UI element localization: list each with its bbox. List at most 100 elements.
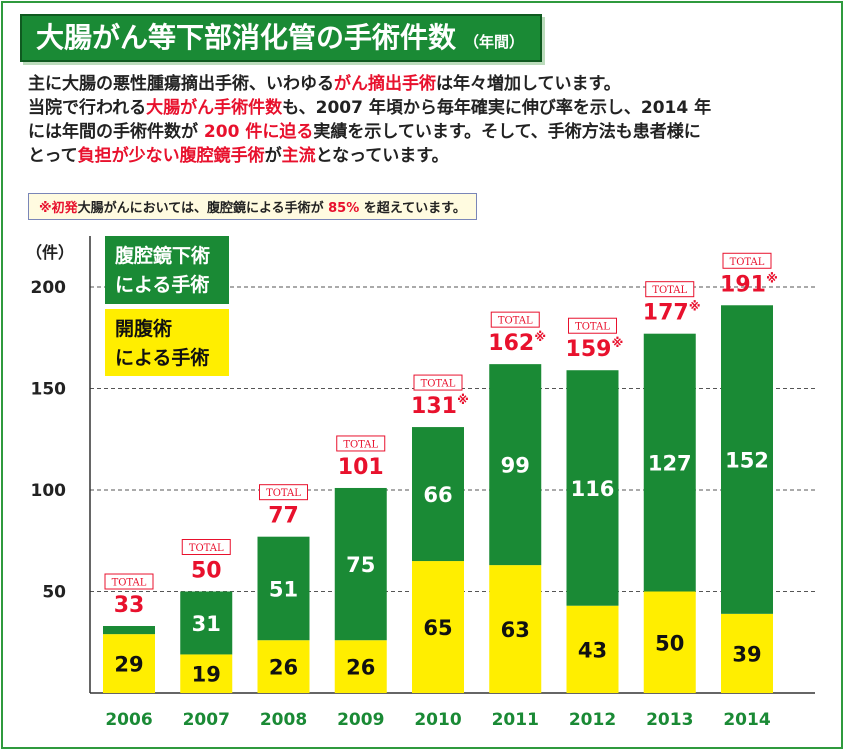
bar-laparoscopic-2012 bbox=[566, 370, 619, 606]
y-axis-label: （件） bbox=[26, 243, 74, 262]
legend-label: による手術 bbox=[115, 347, 210, 369]
total-value-label: 159 bbox=[566, 337, 612, 362]
open-value-label: 29 bbox=[114, 653, 143, 677]
x-tick-label: 2014 bbox=[723, 710, 770, 730]
legend-open-surgery: 開腹術 による手術 bbox=[105, 309, 229, 376]
note-highlight: ※初発 bbox=[39, 201, 78, 216]
intro-text-span: 当院で行われる bbox=[28, 98, 147, 118]
total-tag-box bbox=[645, 281, 695, 298]
total-value-label: 33 bbox=[114, 593, 145, 618]
open-value-label: 63 bbox=[501, 618, 530, 642]
intro-line-2: 当院で行われる大腸がん手術件数も、2007 年頃から毎年確実に伸び率を示し、20… bbox=[28, 96, 818, 120]
legend-label: 腹腔鏡下術 bbox=[115, 245, 211, 267]
intro-highlight: 200 件に迫る bbox=[203, 122, 314, 142]
total-tag-box bbox=[336, 435, 386, 452]
bar-open-2013 bbox=[643, 591, 696, 693]
bar-open-2010 bbox=[412, 561, 464, 693]
laparoscopic-value-label: 127 bbox=[648, 452, 692, 476]
bar-laparoscopic-2014 bbox=[721, 305, 773, 614]
x-tick-label: 2013 bbox=[646, 710, 693, 730]
intro-text-span: が bbox=[264, 146, 282, 166]
note-text: 大腸がんにおいては、腹腔鏡による手術が bbox=[77, 201, 329, 216]
total-note-mark: ※ bbox=[612, 336, 624, 350]
open-value-label: 50 bbox=[655, 631, 684, 655]
laparoscopic-value-label: 99 bbox=[501, 454, 530, 478]
total-tag-label: TOTAL bbox=[112, 578, 147, 589]
open-value-label: 19 bbox=[192, 663, 221, 687]
y-tick-label: 50 bbox=[42, 583, 66, 603]
total-value-label: 101 bbox=[338, 455, 384, 480]
total-note-mark: ※ bbox=[689, 300, 701, 314]
x-tick-label: 2010 bbox=[414, 710, 461, 730]
total-tag-label: TOTAL bbox=[421, 379, 456, 390]
y-tick-label: 150 bbox=[31, 380, 67, 400]
bar-open-2009 bbox=[334, 640, 387, 693]
open-value-label: 39 bbox=[732, 642, 761, 666]
total-tag-label: TOTAL bbox=[652, 285, 687, 296]
x-tick-label: 2006 bbox=[105, 710, 152, 730]
note-text: を超えています。 bbox=[359, 201, 466, 216]
intro-line-1: 主に大腸の悪性腫瘍摘出手術、いわゆるがん摘出手術は年々増加しています。 bbox=[28, 72, 818, 96]
total-tag-label: TOTAL bbox=[189, 543, 224, 554]
laparoscopic-value-label: 51 bbox=[269, 577, 298, 601]
bar-laparoscopic-2007 bbox=[180, 591, 233, 655]
bar-laparoscopic-2013 bbox=[643, 333, 696, 592]
intro-line-4: とって負担が少ない腹腔鏡手術が主流となっています。 bbox=[28, 144, 818, 168]
bar-laparoscopic-2006 bbox=[103, 626, 155, 635]
intro-highlight: 負担が少ない腹腔鏡手術 bbox=[77, 146, 265, 166]
total-tag-label: TOTAL bbox=[343, 439, 378, 450]
open-value-label: 65 bbox=[423, 616, 452, 640]
intro-text-span: は年々増加しています。 bbox=[436, 74, 621, 94]
total-tag-label: TOTAL bbox=[266, 488, 301, 499]
laparoscopic-value-label: 75 bbox=[346, 553, 375, 577]
page-title: 大腸がん等下部消化管の手術件数 （年間） bbox=[20, 14, 543, 62]
bar-open-2011 bbox=[489, 565, 542, 693]
x-tick-label: 2009 bbox=[337, 710, 384, 730]
bar-laparoscopic-2011 bbox=[489, 364, 542, 566]
open-value-label: 43 bbox=[578, 638, 607, 662]
laparoscopic-value-label: 31 bbox=[192, 612, 221, 636]
total-value-label: 131 bbox=[411, 394, 457, 419]
total-tag-box bbox=[490, 311, 540, 328]
total-value-label: 50 bbox=[191, 559, 222, 584]
bar-open-2014 bbox=[721, 613, 773, 693]
x-tick-label: 2011 bbox=[492, 710, 539, 730]
legend-label: 開腹術 bbox=[115, 318, 173, 340]
laparoscopic-value-label: 152 bbox=[725, 449, 769, 473]
bar-open-2007 bbox=[180, 654, 233, 693]
bar-laparoscopic-2009 bbox=[334, 487, 387, 641]
total-tag-box bbox=[181, 539, 231, 555]
total-note-mark: ※ bbox=[766, 271, 778, 285]
legend-label: による手術 bbox=[115, 274, 210, 296]
total-tag-label: TOTAL bbox=[498, 316, 533, 327]
intro-text-span: とって bbox=[28, 146, 78, 166]
intro-text-span: には年間の手術件数が bbox=[28, 122, 204, 142]
y-tick-label: 200 bbox=[31, 278, 67, 298]
intro-highlight: 大腸がん手術件数 bbox=[146, 98, 283, 118]
bar-laparoscopic-2010 bbox=[412, 427, 464, 562]
intro-line-3: には年間の手術件数が 200 件に迫る実績を示しています。そして、手術方法も患者… bbox=[28, 120, 818, 144]
total-tag-box bbox=[104, 573, 154, 590]
total-note-mark: ※ bbox=[457, 393, 469, 407]
note-box: ※初発大腸がんにおいては、腹腔鏡による手術が 85% を超えています。 bbox=[28, 193, 477, 220]
total-value-label: 191 bbox=[720, 272, 766, 297]
total-tag-box bbox=[722, 252, 772, 269]
intro-text: 主に大腸の悪性腫瘍摘出手術、いわゆるがん摘出手術は年々増加しています。 当院で行… bbox=[28, 72, 818, 168]
bar-open-2012 bbox=[566, 605, 619, 693]
bar-open-2006 bbox=[103, 634, 155, 693]
x-tick-label: 2012 bbox=[569, 710, 616, 730]
intro-text-span: 実績を示しています。そして、手術方法も患者様に bbox=[313, 122, 701, 142]
intro-text-span: 主に大腸の悪性腫瘍摘出手術、いわゆる bbox=[28, 74, 334, 94]
total-tag-box bbox=[259, 484, 308, 501]
total-tag-box bbox=[413, 374, 463, 391]
laparoscopic-value-label: 66 bbox=[423, 483, 452, 507]
total-note-mark: ※ bbox=[534, 330, 546, 344]
laparoscopic-value-label: 116 bbox=[571, 477, 615, 501]
total-value-label: 77 bbox=[268, 504, 299, 529]
x-tick-label: 2008 bbox=[260, 710, 307, 730]
open-value-label: 26 bbox=[346, 656, 375, 680]
legend-laparoscopic: 腹腔鏡下術 による手術 bbox=[105, 236, 229, 304]
total-tag-box bbox=[568, 317, 617, 334]
intro-highlight: 主流 bbox=[281, 146, 316, 166]
x-tick-label: 2007 bbox=[183, 710, 230, 730]
